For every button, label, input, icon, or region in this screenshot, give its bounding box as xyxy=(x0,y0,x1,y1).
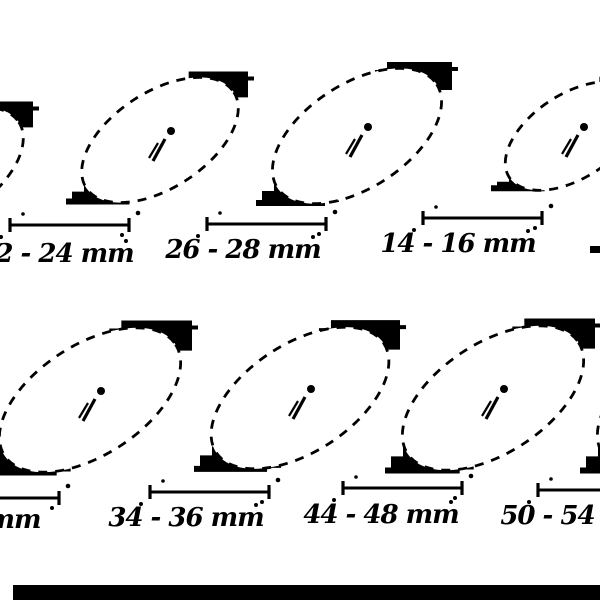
size-item-34-36: 34 - 36 mm xyxy=(108,320,406,533)
size-item-44-48: 44 - 48 mm xyxy=(303,318,600,530)
print-artifact-dot xyxy=(449,500,453,504)
size-label: 44 - 48 mm xyxy=(303,500,458,530)
watch-center-mark-icon xyxy=(78,387,105,422)
watch-face-outline-icon xyxy=(0,106,25,234)
size-item-14-16: 14 - 16 mm xyxy=(380,76,600,259)
watch-center-mark-icon xyxy=(345,123,372,158)
size-item-cut-top-left xyxy=(0,101,39,234)
size-item-26-28: 26 - 28 mm xyxy=(164,62,458,265)
watch-face-outline-icon xyxy=(0,326,183,474)
size-measure-line xyxy=(196,209,338,238)
watch-strap-bottom-icon xyxy=(580,447,600,474)
size-item-50-54: 50 - 54 mm xyxy=(500,324,600,531)
watch-face-outline-icon xyxy=(503,80,600,192)
size-measure-line xyxy=(527,477,600,504)
watch-face xyxy=(402,325,584,471)
watch-face xyxy=(272,68,442,204)
watch-face xyxy=(0,327,181,473)
watch-center-mark-icon xyxy=(288,385,315,420)
size-label: 34 - 36 mm xyxy=(108,503,263,533)
size-measure-line xyxy=(332,473,474,502)
size-measure-line xyxy=(0,483,71,510)
print-artifact-dot xyxy=(311,235,315,239)
watch-center-mark-icon xyxy=(148,127,175,162)
size-label: 26 - 28 mm xyxy=(164,235,320,265)
watch-face xyxy=(211,327,389,469)
size-label: 14 - 16 mm xyxy=(380,229,535,259)
watch-center-mark-icon xyxy=(561,123,588,158)
size-item-22-24: 22 - 24 mm xyxy=(0,71,254,269)
size-measure-line xyxy=(412,203,554,232)
edge-print-fragment xyxy=(590,246,600,253)
bottom-cut-bar xyxy=(13,585,600,600)
size-item-cut-bottom-left: mm xyxy=(0,320,198,535)
watch-face-outline-icon xyxy=(271,66,443,206)
watch-face-outline-icon xyxy=(209,325,391,471)
size-measure-line xyxy=(139,477,281,506)
print-artifact-dot xyxy=(124,239,128,243)
size-label: 50 - 54 mm xyxy=(500,501,600,531)
size-measure-line xyxy=(0,210,141,239)
watch-face-outline-icon xyxy=(80,76,240,204)
print-artifact-dot xyxy=(526,229,530,233)
watch-center-mark-icon xyxy=(481,385,508,420)
size-label: mm xyxy=(0,505,41,535)
size-label: 22 - 24 mm xyxy=(0,239,134,269)
watch-face xyxy=(505,81,600,191)
print-artifact-dot xyxy=(254,503,258,507)
watch-face xyxy=(81,77,239,203)
